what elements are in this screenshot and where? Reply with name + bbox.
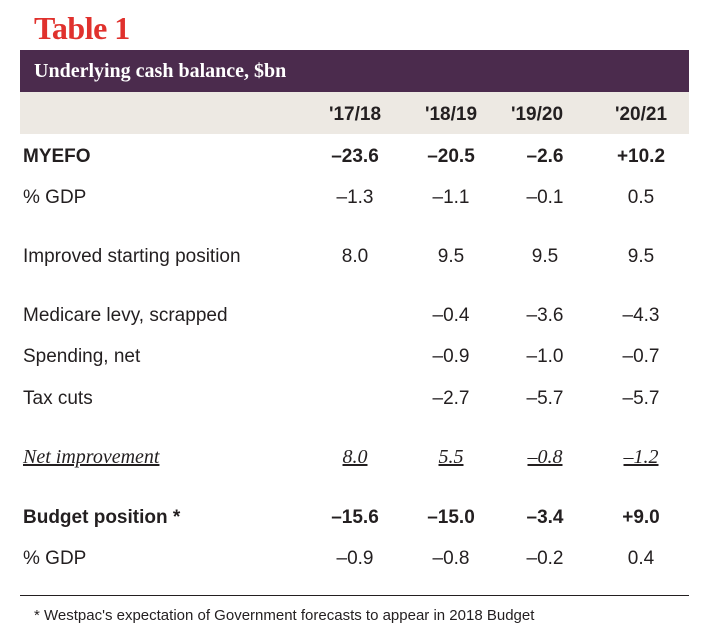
table-cell: +9.0	[622, 507, 660, 528]
row-label-myefo: MYEFO	[23, 146, 91, 167]
column-header-band	[20, 92, 689, 134]
table-cell: –0.2	[526, 548, 564, 569]
row-label-improved-starting-position: Improved starting position	[23, 246, 241, 267]
table-cell: –0.8	[527, 446, 563, 468]
table-title: Table 1	[34, 10, 130, 46]
table-cell: –1.3	[336, 187, 374, 208]
table-cell: –1.1	[432, 187, 470, 208]
column-header-1920: '19/20	[510, 104, 564, 125]
table-cell: 9.5	[627, 246, 655, 267]
table-cell: –1.2	[623, 446, 659, 468]
row-label-net-improvement: Net improvement	[23, 446, 160, 468]
table-cell: 9.5	[531, 246, 559, 267]
column-header-2021: '20/21	[614, 104, 668, 125]
row-label-spending-net: Spending, net	[23, 346, 141, 367]
table-cell: –5.7	[526, 388, 564, 409]
table-cell: –2.7	[432, 388, 470, 409]
table-cell: 9.5	[437, 246, 465, 267]
table-cell: –0.9	[336, 548, 374, 569]
table-cell: –15.0	[427, 507, 475, 528]
row-label-budget-gdp: % GDP	[23, 548, 87, 569]
table-cell: –0.8	[432, 548, 470, 569]
row-label-budget-position: Budget position *	[23, 507, 181, 528]
row-label-gdp: % GDP	[23, 187, 87, 208]
table-cell: –1.0	[526, 346, 564, 367]
table-cell: –5.7	[622, 388, 660, 409]
table-cell: –3.6	[526, 305, 564, 326]
table-cell: –23.6	[331, 146, 379, 167]
table-cell: 0.5	[627, 187, 655, 208]
footnote: * Westpac's expectation of Government fo…	[34, 607, 535, 624]
table-cell: –20.5	[427, 146, 475, 167]
table-cell: –4.3	[622, 305, 660, 326]
footer-divider	[20, 595, 689, 596]
row-label-tax-cuts: Tax cuts	[23, 388, 93, 409]
column-header-1819: '18/19	[424, 104, 478, 125]
table-cell: –3.4	[526, 507, 564, 528]
table-cell: –15.6	[331, 507, 379, 528]
table-cell: –0.1	[526, 187, 564, 208]
table-header-band: Underlying cash balance, $bn	[20, 50, 689, 92]
table-cell: –0.7	[622, 346, 660, 367]
table-cell: +10.2	[616, 146, 666, 167]
row-label-medicare-levy: Medicare levy, scrapped	[23, 305, 228, 326]
table-subtitle: Underlying cash balance, $bn	[34, 60, 287, 82]
column-header-1718: '17/18	[328, 104, 382, 125]
table-cell: –2.6	[526, 146, 564, 167]
table-cell: 5.5	[438, 446, 464, 468]
table-cell: 8.0	[341, 246, 369, 267]
table-cell: 8.0	[342, 446, 368, 468]
table-cell: –0.4	[432, 305, 470, 326]
table-cell: 0.4	[627, 548, 655, 569]
table-cell: –0.9	[432, 346, 470, 367]
